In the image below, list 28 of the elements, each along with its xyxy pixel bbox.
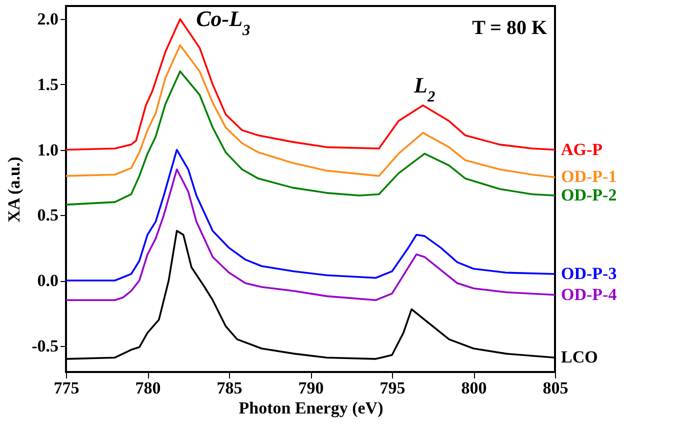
series-label: OD-P-4 bbox=[561, 284, 618, 304]
x-tick-label: 780 bbox=[135, 378, 161, 398]
x-tick-label: 785 bbox=[216, 378, 242, 398]
y-tick-label: 0.0 bbox=[37, 271, 58, 290]
annotation: T = 80 K bbox=[472, 17, 548, 39]
x-tick-label: 805 bbox=[542, 378, 568, 398]
series-label: OD-P-2 bbox=[561, 186, 617, 205]
series-label: LCO bbox=[561, 348, 598, 367]
x-tick-label: 800 bbox=[461, 378, 487, 398]
y-tick-label: 1.5 bbox=[37, 74, 58, 94]
y-tick-label: 0.5 bbox=[37, 206, 58, 225]
y-tick-label: 1.0 bbox=[37, 140, 58, 160]
x-tick-label: 775 bbox=[54, 378, 80, 398]
line-series bbox=[66, 44, 555, 178]
line-series bbox=[66, 148, 555, 282]
annotation: L$_{2}$ bbox=[413, 72, 436, 105]
x-tick-label: 790 bbox=[298, 378, 324, 398]
line-series bbox=[66, 168, 555, 302]
annotation: Co-L$_{3}$ bbox=[196, 6, 251, 39]
series-label: OD-P-1 bbox=[561, 167, 617, 186]
y-axis-title: XA (a.u.) bbox=[4, 156, 24, 222]
y-tick-label: 2.0 bbox=[37, 10, 58, 29]
x-axis-title: Photon Energy (eV) bbox=[238, 398, 384, 418]
series-label: AG-P bbox=[561, 140, 603, 159]
line-series bbox=[66, 70, 555, 206]
series-label: OD-P-3 bbox=[561, 264, 617, 283]
x-tick-label: 795 bbox=[380, 378, 406, 398]
y-tick-label: -0.5 bbox=[32, 336, 58, 356]
